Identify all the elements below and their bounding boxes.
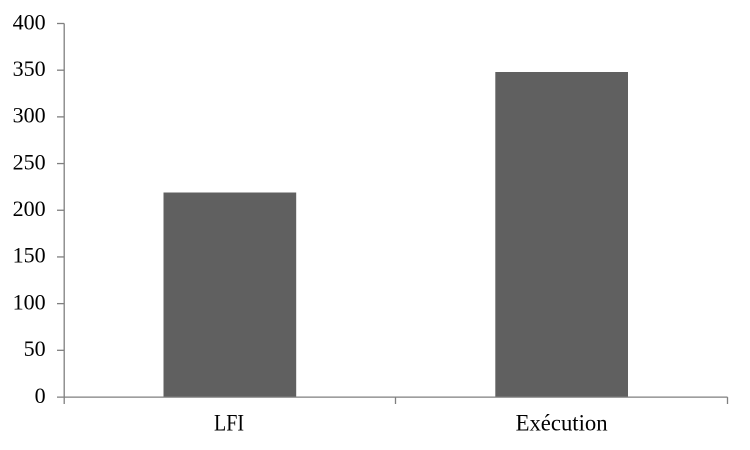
svg-text:300: 300 — [13, 103, 46, 128]
svg-text:100: 100 — [13, 289, 46, 314]
svg-text:250: 250 — [13, 149, 46, 174]
svg-text:Exécution: Exécution — [516, 410, 608, 435]
svg-text:150: 150 — [13, 243, 46, 268]
svg-text:350: 350 — [13, 56, 46, 81]
svg-text:400: 400 — [13, 9, 46, 34]
svg-text:50: 50 — [24, 336, 46, 361]
svg-text:0: 0 — [35, 383, 46, 408]
svg-text:LFI: LFI — [214, 410, 244, 435]
svg-text:200: 200 — [13, 196, 46, 221]
